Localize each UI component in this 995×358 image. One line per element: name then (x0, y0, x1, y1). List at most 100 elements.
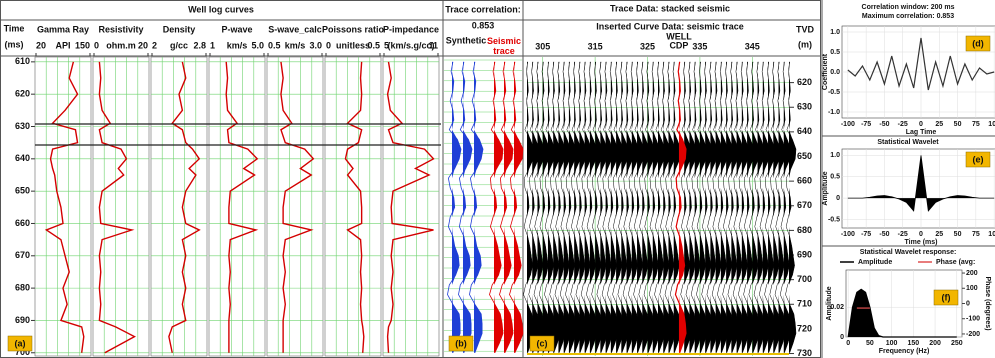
x-tick-label: 25 (935, 121, 943, 128)
y-tick-label: 710 (797, 299, 812, 309)
series-name: Synthetic (446, 35, 487, 45)
y-tick-label: 0.0 (830, 69, 840, 76)
track-frame (267, 57, 323, 356)
y-tick-label: 650 (797, 151, 812, 161)
y-tick-label: 680 (15, 282, 30, 292)
panel-subtitle: Inserted Curve Data: seismic trace (596, 21, 744, 31)
y-tick-label: -1.0 (828, 109, 840, 116)
y-tick-label: 1.0 (830, 29, 840, 36)
track-unit: km/s (285, 40, 306, 50)
x-tick-label: 75 (972, 121, 980, 128)
legend-label: Amplitude (858, 259, 892, 266)
x-tick-label: 1 (210, 40, 215, 50)
panel-title: Statistical Wavelet (877, 139, 939, 146)
track-frame (325, 57, 381, 356)
series-name: Seismic trace (486, 36, 522, 56)
x-tick-label: 305 (535, 41, 550, 51)
x-tick-label: -50 (879, 121, 889, 128)
y-axis-label: Time (4, 23, 25, 33)
x-tick-label: 315 (588, 41, 603, 51)
panel-label: (c) (537, 338, 548, 348)
y-tick-label: 610 (15, 56, 30, 66)
y-tick-label: 1.0 (830, 152, 840, 159)
x-tick-label: 5 (384, 40, 389, 50)
track-frame (93, 57, 149, 356)
legend-label: Phase (avg: (936, 259, 975, 266)
y-tick-label: -0.5 (828, 216, 840, 223)
x-tick-label: -75 (861, 121, 871, 128)
panel-subtitle: Maximum correlation: 0.853 (862, 13, 954, 20)
panel-title: Correlation window: 200 ms (862, 4, 955, 11)
track-name: Gamma Ray (37, 24, 89, 34)
panel-label: (a) (15, 338, 26, 348)
y-tick-label: 720 (797, 323, 812, 333)
x-tick-label: 50 (954, 231, 962, 238)
panel-label: (f) (942, 292, 951, 302)
track-name: S-wave_calc (268, 24, 322, 34)
y2-tick-label: 100 (966, 285, 978, 292)
x-tick-label: 345 (745, 41, 760, 51)
y-tick-label: 650 (15, 186, 30, 196)
track-unit: unitless (336, 40, 370, 50)
y2-tick-label: 200 (966, 270, 978, 277)
x-tick-label: 2 (152, 40, 157, 50)
y-tick-label: 0.5 (830, 174, 840, 181)
y-tick-label: 0.5 (830, 49, 840, 56)
x-tick-label: 325 (640, 41, 655, 51)
panel-title: Trace correlation: (445, 4, 521, 14)
y-tick-label: 690 (15, 315, 30, 325)
x-tick-label: 50 (954, 121, 962, 128)
x-tick-label: 25 (935, 231, 943, 238)
x-tick-label: 3.0 (309, 40, 322, 50)
track-frame (35, 57, 91, 356)
x-tick-label: 250 (951, 340, 963, 347)
x-axis-label: CDP (669, 40, 688, 50)
y-tick-label: 670 (15, 250, 30, 260)
x-tick-label: -100 (841, 121, 855, 128)
x-tick-label: 75 (972, 231, 980, 238)
x-axis-label: Frequency (Hz) (879, 348, 930, 355)
x-axis-label: Time (ms) (905, 239, 938, 246)
x-tick-label: 335 (692, 41, 707, 51)
y-tick-label: 0 (836, 195, 840, 202)
x-axis-label: Lag Time (906, 129, 937, 136)
track-unit: km/s (227, 40, 248, 50)
y-tick-label: 620 (797, 77, 812, 87)
x-tick-label: 0.5 (367, 40, 380, 50)
page: Well log curves Time (ms) 610 620 630 640 650 66… (0, 0, 995, 358)
y-axis-unit: (ms) (4, 39, 23, 49)
panel-label: (b) (455, 338, 467, 348)
y2-tick-label: -200 (966, 331, 980, 338)
x-tick-label: 20 (138, 40, 148, 50)
panel-label: (e) (973, 154, 984, 164)
x-tick-label: -100 (841, 231, 855, 238)
x-tick-label: 200 (929, 340, 941, 347)
y-tick-label: 640 (797, 126, 812, 136)
x-tick-label: -75 (861, 231, 871, 238)
panel-title: Trace Data: stacked seismic (610, 3, 730, 13)
x-tick-label: 0.5 (268, 40, 281, 50)
y-tick-label: 620 (15, 89, 30, 99)
y-axis-label: Amplitude (826, 286, 833, 320)
y-tick-label: 630 (797, 102, 812, 112)
x-tick-label: 2.8 (193, 40, 206, 50)
track-unit: API (55, 40, 70, 50)
y-axis-label: Coefficient (822, 53, 829, 90)
y-tick-label: 690 (797, 249, 812, 259)
correlation-value: 0.853 (472, 20, 495, 30)
x-tick-label: 50 (866, 340, 874, 347)
x-tick-label: 0 (94, 40, 99, 50)
panel-title: Well log curves (188, 4, 254, 14)
x-tick-label: 150 (907, 340, 919, 347)
x-tick-label: -25 (898, 231, 908, 238)
x-tick-label: 150 (75, 40, 90, 50)
panel-title: Statistical Wavelet response: (860, 249, 957, 256)
y-tick-label: 660 (797, 176, 812, 186)
x-tick-label: 100 (988, 121, 995, 128)
y-tick-label: 630 (15, 121, 30, 131)
track-unit: ohm.m (106, 40, 136, 50)
y-tick-label: 0 (840, 334, 844, 341)
track-unit: g/cc (170, 40, 188, 50)
track-name: Resistivity (98, 24, 143, 34)
y-axis-unit: (m) (798, 39, 812, 49)
